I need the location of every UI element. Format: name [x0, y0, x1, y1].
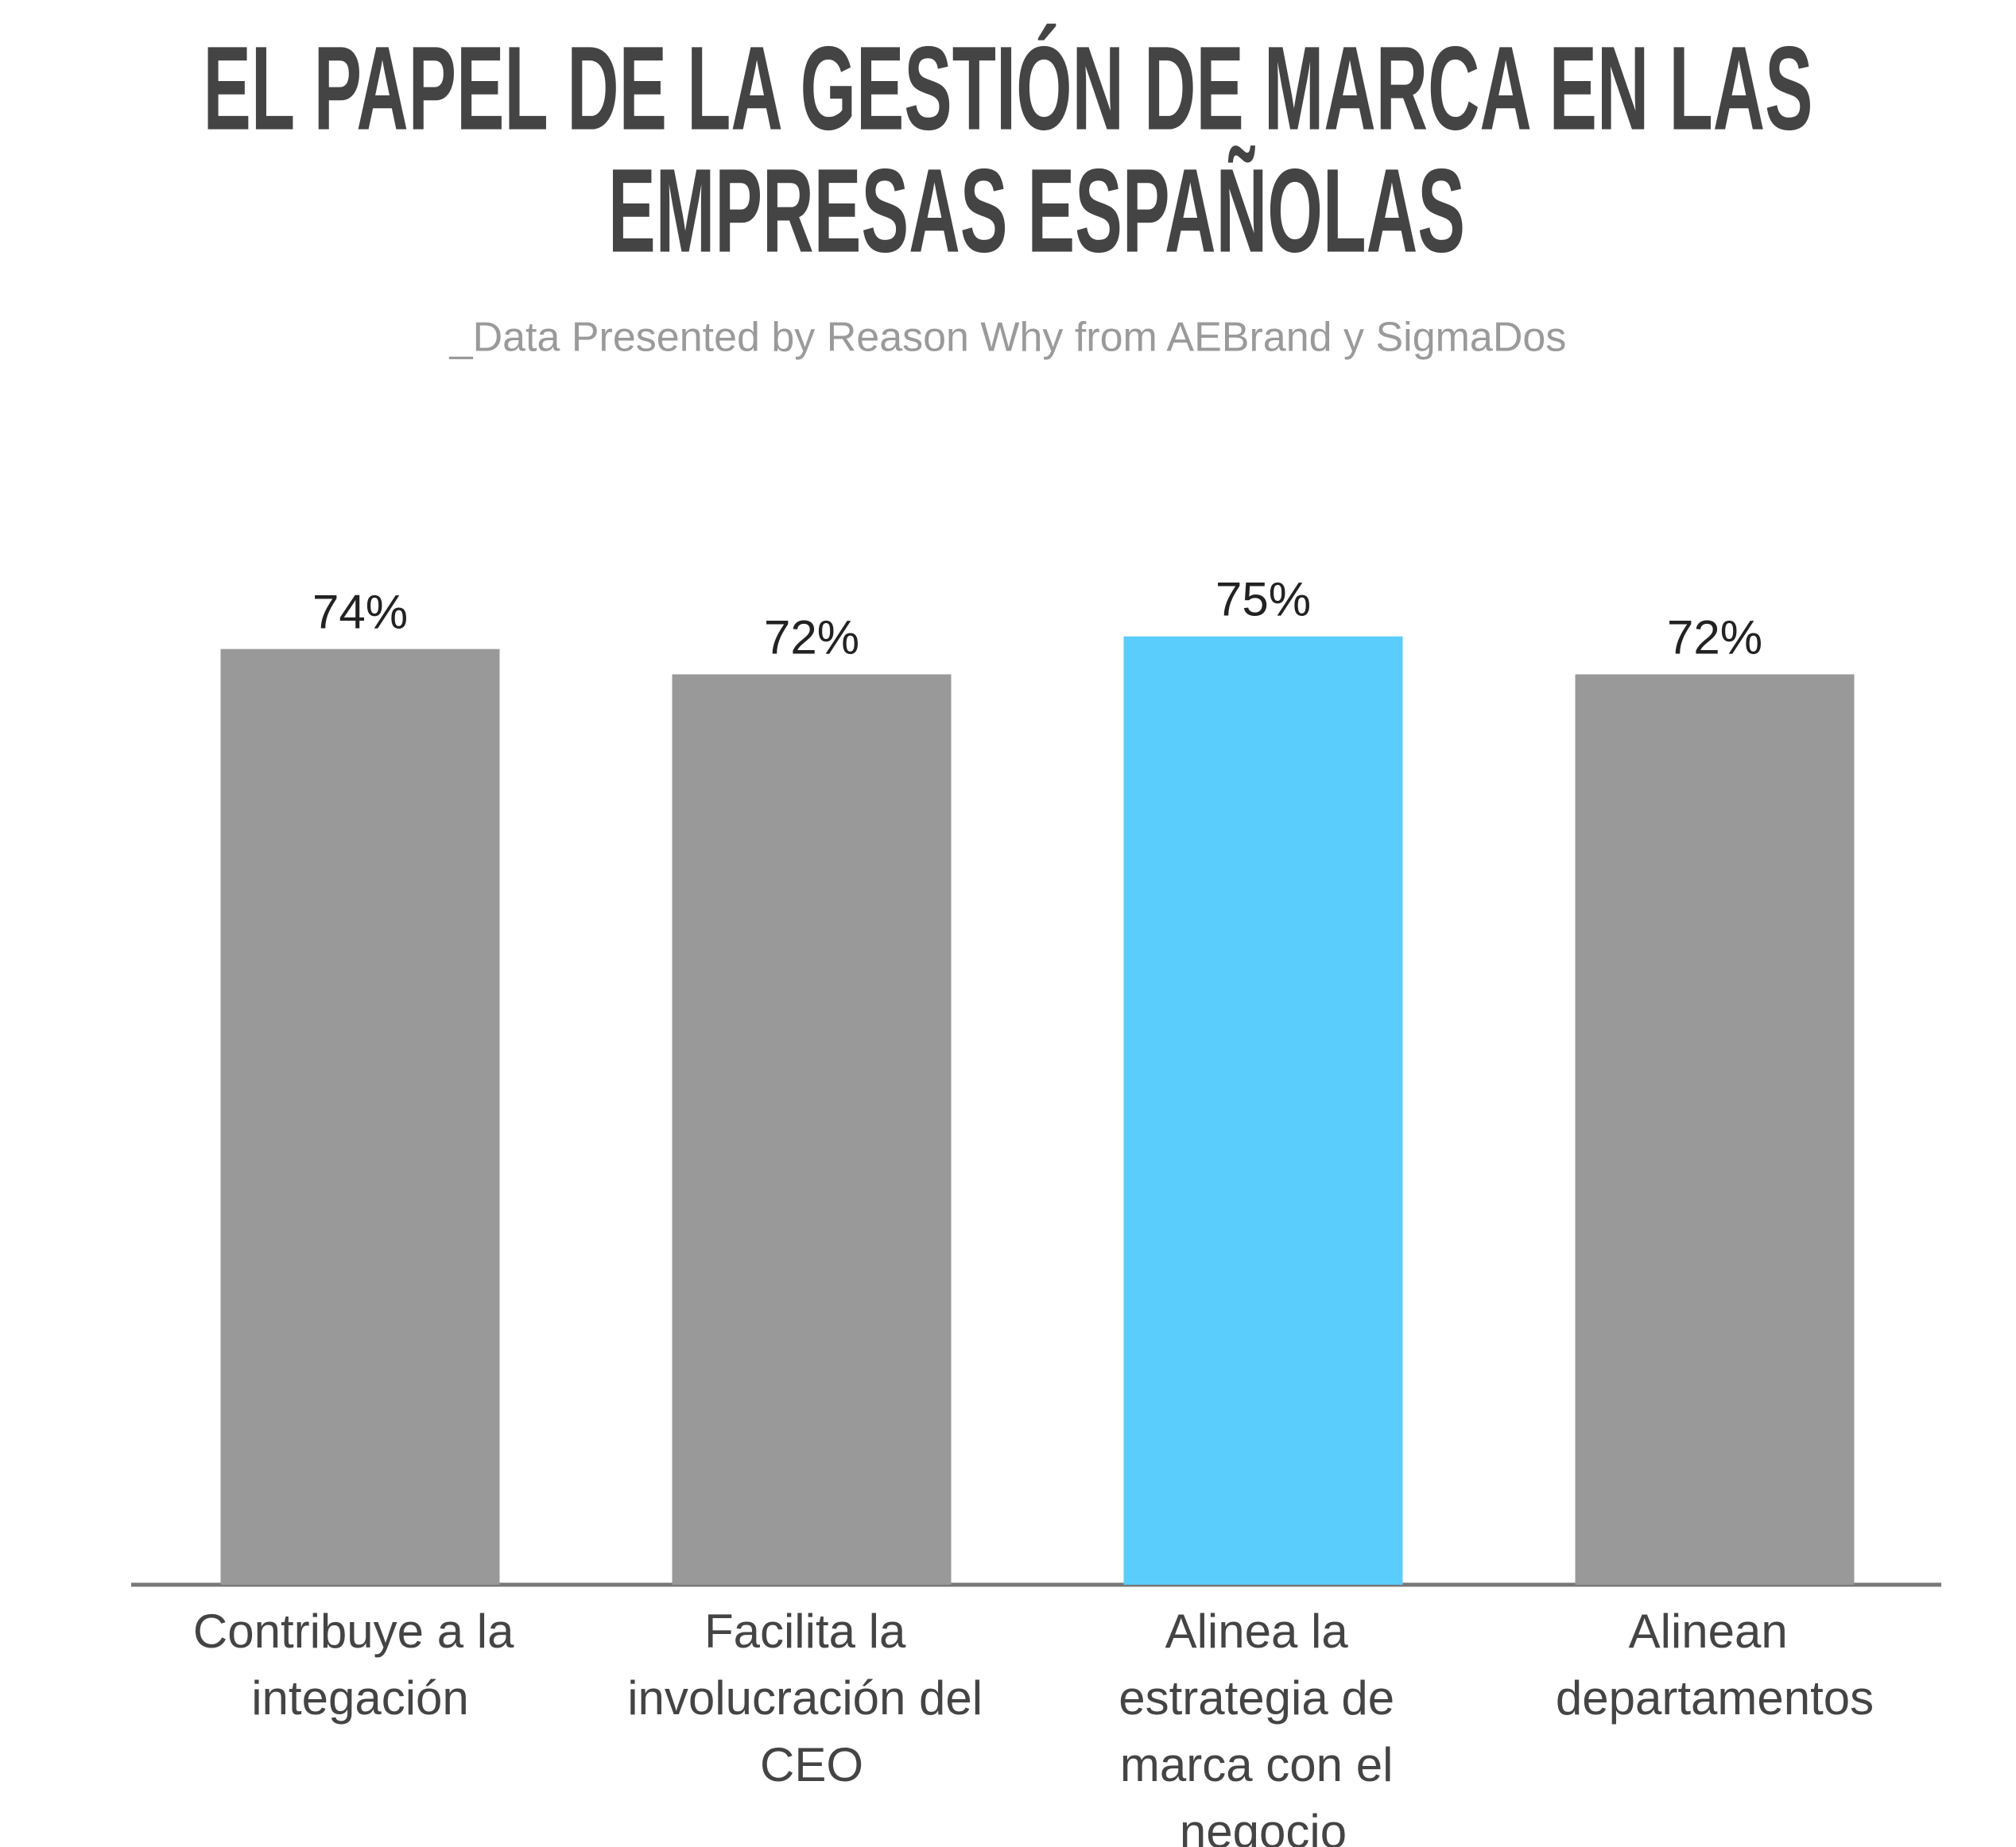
bar — [1575, 674, 1855, 1585]
x-tick-label: Contribuye a la integación — [193, 1605, 527, 1725]
x-tick-label: Facilita la involucración del CEO — [627, 1605, 996, 1791]
chart-subtitle: _Data Presented by Reason Why from AEBra… — [449, 315, 1567, 361]
x-tick-label: Alinean departamentos — [1556, 1605, 1874, 1725]
bar — [672, 674, 952, 1585]
bar — [220, 649, 500, 1586]
value-label: 75% — [1215, 573, 1311, 626]
chart-title: EMPRESAS ESPAÑOLAS — [608, 144, 1465, 277]
chart-title: EL PAPEL DE LA GESTIÓN DE MARCA EN LAS — [204, 21, 1813, 155]
value-label: 74% — [312, 586, 408, 639]
bar — [1123, 636, 1403, 1585]
value-label: 72% — [1667, 610, 1762, 664]
x-tick-label: Alinea la estrategia de marca con el neg… — [1118, 1605, 1408, 1847]
value-label: 72% — [764, 610, 859, 664]
